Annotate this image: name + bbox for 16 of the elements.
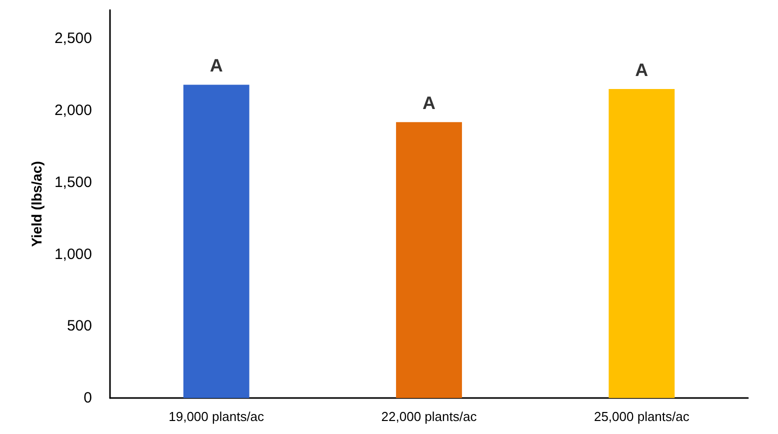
annotation: A xyxy=(635,60,648,80)
bar xyxy=(396,122,462,398)
y-axis-title: Yield (lbs/ac) xyxy=(28,161,45,247)
y-tick-label: 0 xyxy=(84,390,92,406)
x-tick-label: 25,000 plants/ac xyxy=(594,409,690,424)
bar xyxy=(183,84,250,398)
y-tick-label: 1,000 xyxy=(54,246,92,263)
annotation: A xyxy=(210,56,223,76)
x-tick-label: 19,000 plants/ac xyxy=(168,409,265,424)
annotation: A xyxy=(422,93,436,114)
y-tick-label: 2,000 xyxy=(54,102,92,120)
bar xyxy=(608,89,675,398)
y-tick-label: 500 xyxy=(66,318,92,335)
x-tick-label: 22,000 plants/ac xyxy=(381,409,478,424)
y-tick-label: 1,500 xyxy=(54,174,92,191)
y-tick-label: 2,500 xyxy=(54,30,92,48)
